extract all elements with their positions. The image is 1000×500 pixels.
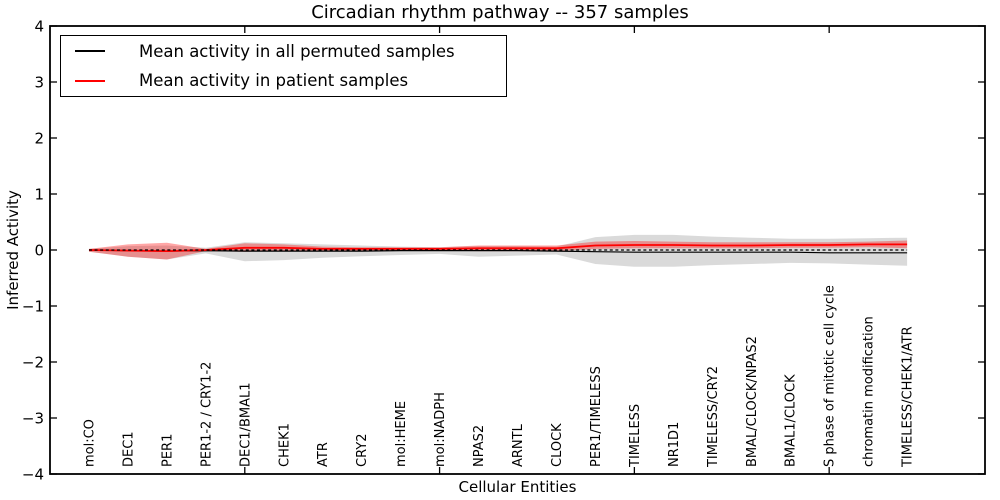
y-tick-label: −3	[22, 410, 44, 428]
chart-title: Circadian rhythm pathway -- 357 samples	[311, 2, 689, 23]
entity-label: mol:NADPH	[433, 392, 448, 467]
entity-label: DEC1/BMAL1	[238, 383, 253, 468]
x-axis-label: Cellular Entities	[458, 478, 577, 496]
entity-label: NPAS2	[472, 425, 487, 467]
y-tick-label: −2	[22, 354, 44, 372]
entity-label: BMAL1/CLOCK	[784, 374, 799, 467]
entity-label: PER1-2 / CRY1-2	[199, 362, 214, 467]
entity-label: TIMELESS	[628, 404, 643, 468]
entity-label: TIMELESS/CRY2	[706, 366, 721, 468]
entity-label: BMAL/CLOCK/NPAS2	[745, 336, 760, 467]
entity-label: PER1	[160, 434, 175, 467]
legend-item-permuted: Mean activity in all permuted samples	[61, 37, 506, 65]
y-tick-label: 2	[34, 130, 44, 148]
entity-label: CHEK1	[277, 423, 292, 467]
entity-label: PER1/TIMELESS	[589, 366, 604, 467]
y-tick-label: −1	[22, 298, 44, 316]
legend-item-patient: Mean activity in patient samples	[61, 67, 506, 95]
permuted-line-swatch	[75, 50, 105, 53]
y-tick-label: 4	[34, 18, 44, 36]
y-tick-label: 3	[34, 74, 44, 92]
entity-label: ARNTL	[511, 423, 526, 467]
entity-label: mol:HEME	[394, 401, 409, 467]
y-tick-label: 1	[34, 186, 44, 204]
y-axis-label: Inferred Activity	[4, 190, 22, 310]
legend-label-patient: Mean activity in patient samples	[139, 71, 409, 91]
entity-label: ATR	[316, 442, 331, 467]
entity-label: DEC1	[121, 431, 136, 467]
entity-label: CLOCK	[550, 423, 565, 467]
entity-label: NR1D1	[667, 422, 682, 467]
entity-label: S phase of mitotic cell cycle	[823, 285, 838, 467]
entity-label: chromatin modification	[862, 316, 877, 467]
patient-mean-line	[88, 243, 908, 253]
entity-label: mol:CO	[82, 419, 97, 467]
patient-line-swatch	[75, 79, 105, 82]
legend: Mean activity in all permuted samples Me…	[60, 35, 507, 97]
legend-label-permuted: Mean activity in all permuted samples	[139, 41, 455, 61]
y-tick-label: −4	[22, 466, 44, 484]
y-tick-label: 0	[34, 242, 44, 260]
entity-label: TIMELESS/CHEK1/ATR	[901, 326, 916, 468]
entity-label: CRY2	[355, 434, 370, 468]
